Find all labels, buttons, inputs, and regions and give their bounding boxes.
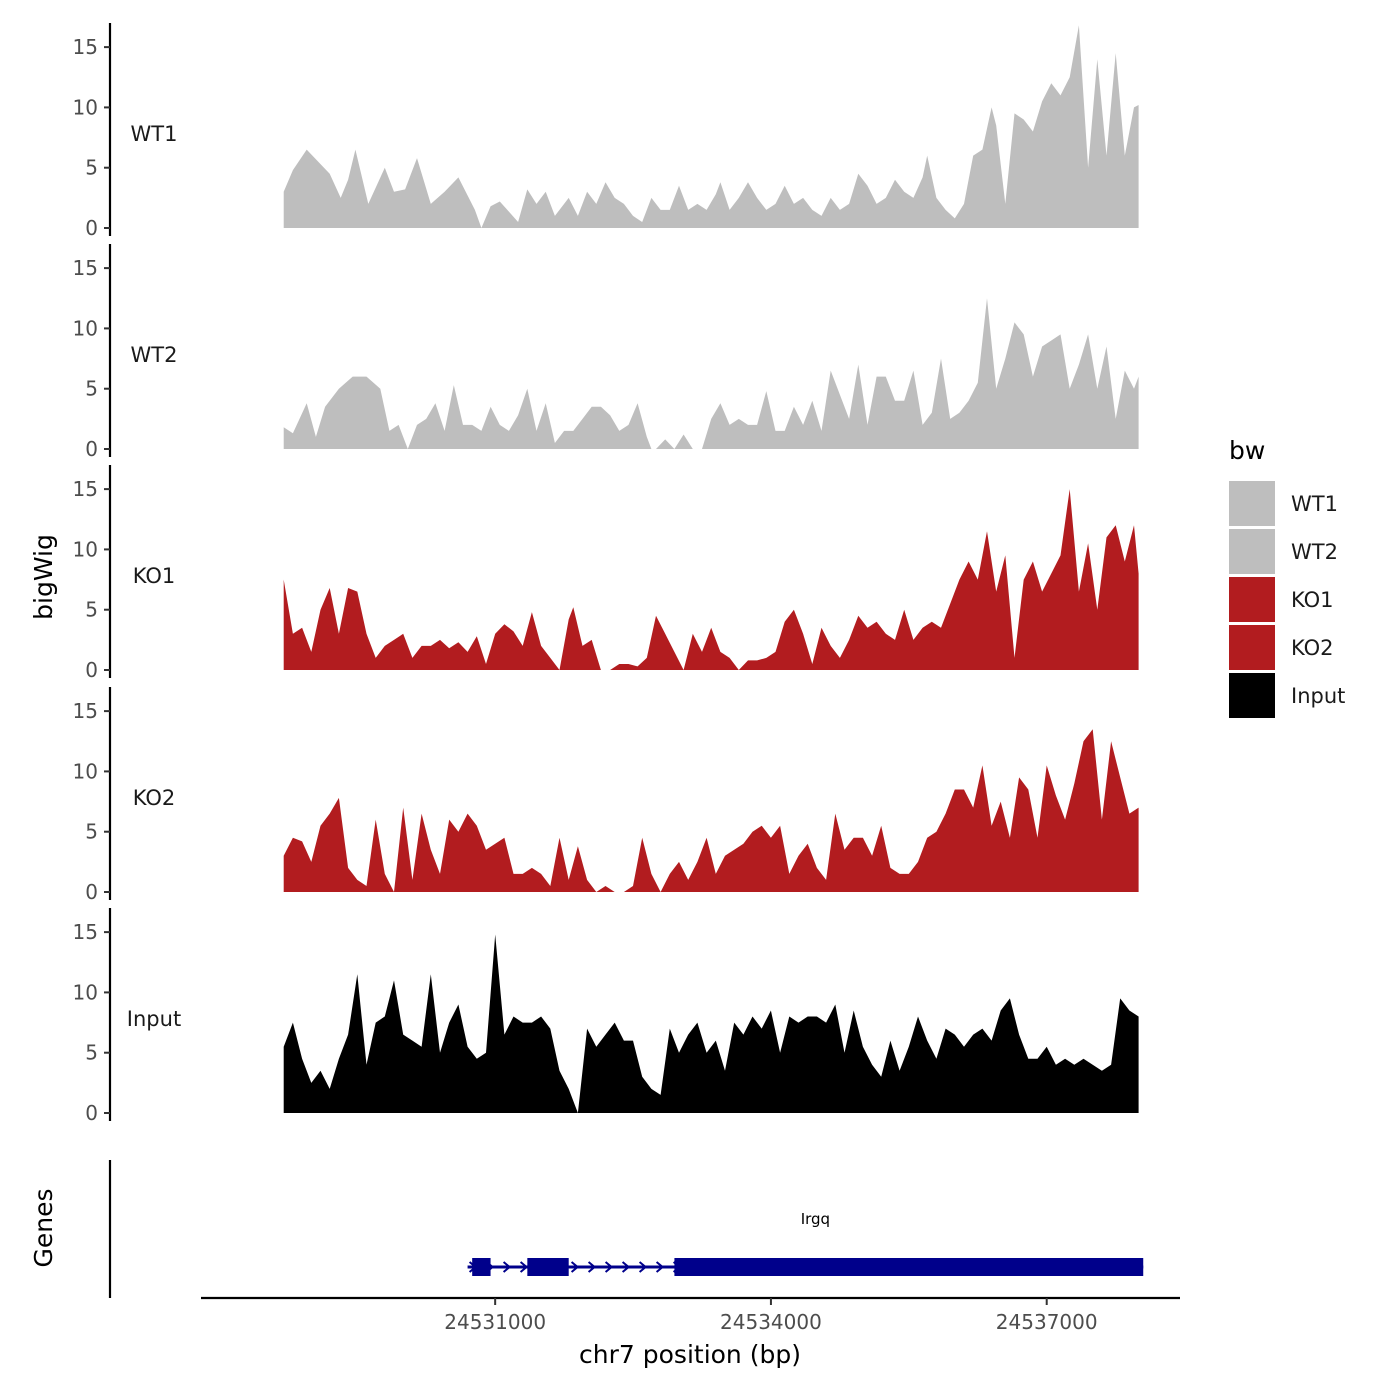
y-axis-title: bigWig: [29, 534, 58, 620]
y-tick-label: 5: [85, 820, 98, 844]
y-tick-label: 15: [73, 477, 98, 501]
y-tick-label: 15: [73, 699, 98, 723]
strand-arrow-icon: [621, 1261, 631, 1273]
legend-swatch-wt2: [1229, 529, 1275, 574]
y-tick-label: 10: [73, 95, 98, 119]
legend-label-input: Input: [1291, 684, 1345, 708]
legend: bw WT1 WT2 KO1 KO2 Input: [1229, 436, 1345, 718]
x-tick-label: 24534000: [720, 1310, 822, 1334]
y-tick-label: 0: [85, 880, 98, 904]
legend-swatch-wt1: [1229, 481, 1275, 526]
legend-swatch-input: [1229, 673, 1275, 718]
track-label-wt2: WT2: [131, 343, 178, 367]
strand-arrow-icon: [570, 1261, 580, 1273]
legend-swatch-ko1: [1229, 577, 1275, 622]
strand-arrow-icon: [519, 1261, 529, 1273]
x-axis: 24531000 24534000 24537000: [201, 1296, 1180, 1334]
y-tick-label: 5: [85, 377, 98, 401]
bigwig-tracks: 0 5 10 15 WT1 0 5 10 15 WT2 0 5 10 15 KO1 0 5 10 15 KO2 0 5 10…: [73, 23, 1139, 1125]
genes-track-title: Genes: [29, 1188, 58, 1267]
area-ko2: [283, 729, 1139, 892]
y-tick-label: 15: [73, 256, 98, 280]
strand-arrow-icon: [587, 1261, 597, 1273]
track-input: 0 5 10 15 Input: [73, 908, 1139, 1125]
y-tick-label: 5: [85, 1041, 98, 1065]
x-tick-label: 24531000: [444, 1310, 546, 1334]
y-tick-label: 5: [85, 156, 98, 180]
exon-1: [472, 1258, 491, 1276]
track-label-input: Input: [127, 1007, 181, 1031]
strand-arrow-icon: [655, 1261, 665, 1273]
track-wt1: 0 5 10 15 WT1: [73, 23, 1139, 240]
genes-track: Irgq: [108, 1160, 1144, 1298]
y-tick-label: 0: [85, 216, 98, 240]
y-tick-label: 10: [73, 316, 98, 340]
strand-arrow-icon: [638, 1261, 648, 1273]
legend-title: bw: [1229, 436, 1265, 465]
legend-label-wt1: WT1: [1291, 492, 1338, 516]
legend-label-ko2: KO2: [1291, 636, 1334, 660]
strand-arrow-icon: [604, 1261, 614, 1273]
legend-label-ko1: KO1: [1291, 588, 1334, 612]
exon-2: [527, 1258, 569, 1276]
y-tick-label: 5: [85, 598, 98, 622]
y-tick-label: 10: [73, 980, 98, 1004]
track-label-ko1: KO1: [133, 564, 176, 588]
y-tick-label: 0: [85, 1101, 98, 1125]
track-ko2: 0 5 10 15 KO2: [73, 687, 1139, 904]
gene-name-label: Irgq: [801, 1210, 830, 1228]
y-tick-label: 0: [85, 437, 98, 461]
y-tick-label: 10: [73, 537, 98, 561]
area-ko1: [283, 489, 1139, 670]
track-wt2: 0 5 10 15 WT2: [73, 244, 1139, 461]
area-wt2: [283, 298, 1139, 449]
exon-3: [674, 1258, 1144, 1276]
track-label-ko2: KO2: [133, 786, 176, 810]
strand-arrow-icon: [502, 1261, 512, 1273]
track-ko1: 0 5 10 15 KO1: [73, 465, 1139, 682]
area-input: [283, 934, 1139, 1113]
area-wt1: [283, 25, 1139, 229]
y-tick-label: 15: [73, 35, 98, 59]
y-tick-label: 0: [85, 658, 98, 682]
y-tick-label: 15: [73, 920, 98, 944]
y-tick-label: 10: [73, 759, 98, 783]
legend-swatch-ko2: [1229, 625, 1275, 670]
track-label-wt1: WT1: [131, 122, 178, 146]
legend-label-wt2: WT2: [1291, 540, 1338, 564]
x-axis-title: chr7 position (bp): [579, 1340, 801, 1369]
x-tick-label: 24537000: [996, 1310, 1098, 1334]
